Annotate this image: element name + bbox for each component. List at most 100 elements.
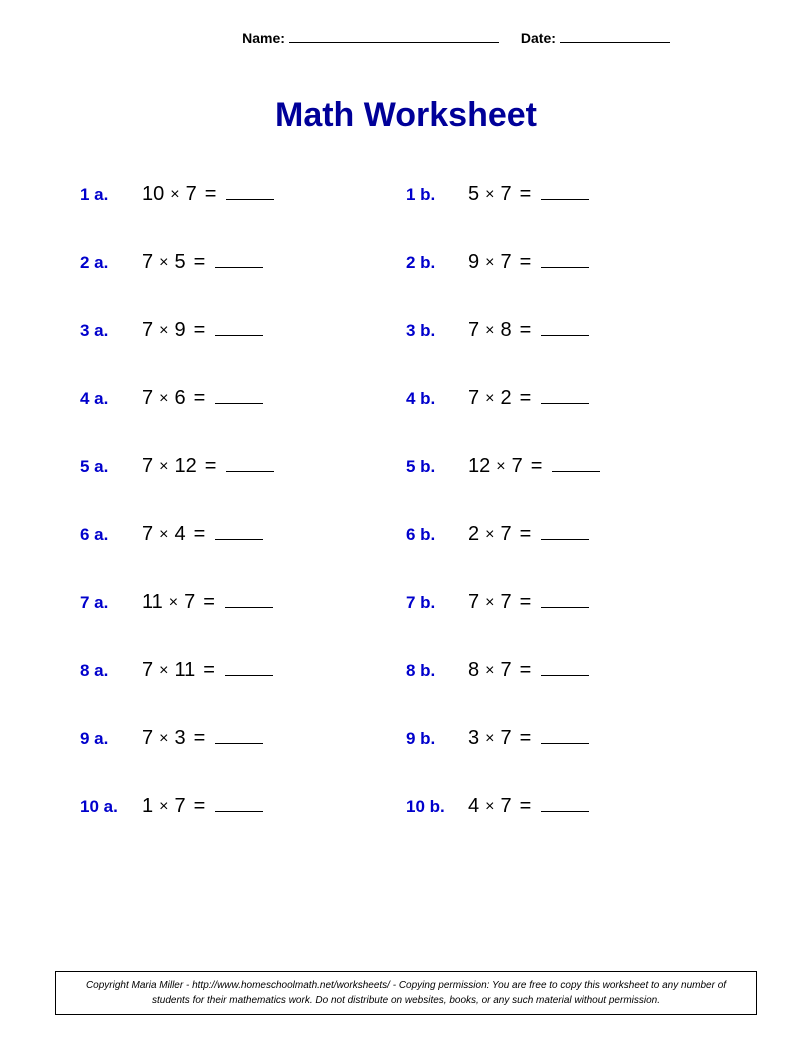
answer-blank[interactable] xyxy=(552,471,600,472)
operand-right: 11 xyxy=(174,659,195,682)
problem-row-a: 4 a.7×6= xyxy=(80,387,406,455)
equals-sign: = xyxy=(194,727,206,750)
operand-left: 11 xyxy=(142,591,163,614)
equals-sign: = xyxy=(194,319,206,342)
equals-sign: = xyxy=(194,387,206,410)
answer-blank[interactable] xyxy=(541,335,589,336)
answer-blank[interactable] xyxy=(215,403,263,404)
problem-row-a: 1 a.10×7= xyxy=(80,183,406,251)
times-operator: × xyxy=(485,254,494,272)
problem-expression: 7×7= xyxy=(468,591,589,614)
problem-row-a: 10 a.1×7= xyxy=(80,795,406,863)
name-label: Name: xyxy=(242,30,285,46)
problem-expression: 10×7= xyxy=(142,183,274,206)
problem-expression: 2×7= xyxy=(468,523,589,546)
problem-label: 3 a. xyxy=(80,321,142,341)
answer-blank[interactable] xyxy=(225,675,273,676)
operand-right: 7 xyxy=(184,591,195,614)
times-operator: × xyxy=(159,390,168,408)
equals-sign: = xyxy=(531,455,543,478)
answer-blank[interactable] xyxy=(541,743,589,744)
operand-right: 7 xyxy=(500,727,511,750)
problems-grid: 1 a.10×7=1 b.5×7=2 a.7×5=2 b.9×7=3 a.7×9… xyxy=(50,183,762,863)
times-operator: × xyxy=(159,798,168,816)
problem-row-b: 3 b.7×8= xyxy=(406,319,732,387)
answer-blank[interactable] xyxy=(541,675,589,676)
problem-row-b: 2 b.9×7= xyxy=(406,251,732,319)
problem-label: 2 b. xyxy=(406,253,468,273)
equals-sign: = xyxy=(194,523,206,546)
answer-blank[interactable] xyxy=(541,199,589,200)
operand-right: 7 xyxy=(186,183,197,206)
operand-right: 7 xyxy=(500,659,511,682)
problem-label: 3 b. xyxy=(406,321,468,341)
problem-expression: 7×2= xyxy=(468,387,589,410)
operand-right: 7 xyxy=(500,523,511,546)
problem-expression: 8×7= xyxy=(468,659,589,682)
operand-left: 7 xyxy=(142,251,153,274)
name-field: Name: xyxy=(242,30,499,46)
problem-label: 10 a. xyxy=(80,797,142,817)
answer-blank[interactable] xyxy=(215,743,263,744)
equals-sign: = xyxy=(194,251,206,274)
answer-blank[interactable] xyxy=(541,267,589,268)
problem-expression: 11 × 7 = xyxy=(142,591,273,614)
operand-left: 7 xyxy=(468,319,479,342)
operand-right: 7 xyxy=(512,455,523,478)
times-operator: × xyxy=(485,390,494,408)
problem-label: 6 b. xyxy=(406,525,468,545)
answer-blank[interactable] xyxy=(541,403,589,404)
times-operator: × xyxy=(159,254,168,272)
answer-blank[interactable] xyxy=(215,267,263,268)
equals-sign: = xyxy=(520,659,532,682)
times-operator: × xyxy=(169,594,178,612)
operand-right: 7 xyxy=(500,251,511,274)
times-operator: × xyxy=(485,186,494,204)
date-label: Date: xyxy=(521,30,556,46)
operand-left: 12 xyxy=(468,455,490,478)
times-operator: × xyxy=(485,526,494,544)
answer-blank[interactable] xyxy=(215,335,263,336)
problem-row-b: 4 b.7×2= xyxy=(406,387,732,455)
problem-expression: 7×8= xyxy=(468,319,589,342)
operand-left: 5 xyxy=(468,183,479,206)
answer-blank[interactable] xyxy=(215,539,263,540)
times-operator: × xyxy=(170,186,179,204)
times-operator: × xyxy=(485,730,494,748)
times-operator: × xyxy=(159,322,168,340)
worksheet-title: Math Worksheet xyxy=(50,96,762,135)
problem-expression: 7×3= xyxy=(142,727,263,750)
problem-label: 4 b. xyxy=(406,389,468,409)
problem-row-a: 6 a.7×4= xyxy=(80,523,406,591)
problem-label: 8 b. xyxy=(406,661,468,681)
problem-label: 9 b. xyxy=(406,729,468,749)
times-operator: × xyxy=(485,798,494,816)
answer-blank[interactable] xyxy=(226,199,274,200)
equals-sign: = xyxy=(520,795,532,818)
equals-sign: = xyxy=(203,591,215,614)
equals-sign: = xyxy=(520,591,532,614)
problem-label: 5 a. xyxy=(80,457,142,477)
operand-left: 2 xyxy=(468,523,479,546)
problem-row-b: 7 b.7×7= xyxy=(406,591,732,659)
answer-blank[interactable] xyxy=(541,607,589,608)
operand-right: 2 xyxy=(500,387,511,410)
name-input-line[interactable] xyxy=(289,42,499,43)
problem-label: 5 b. xyxy=(406,457,468,477)
problem-row-b: 8 b.8×7= xyxy=(406,659,732,727)
answer-blank[interactable] xyxy=(225,607,273,608)
operand-left: 10 xyxy=(142,183,164,206)
problem-expression: 9×7= xyxy=(468,251,589,274)
date-input-line[interactable] xyxy=(560,42,670,43)
problem-row-a: 2 a.7×5= xyxy=(80,251,406,319)
answer-blank[interactable] xyxy=(215,811,263,812)
problem-label: 8 a. xyxy=(80,661,142,681)
answer-blank[interactable] xyxy=(541,811,589,812)
equals-sign: = xyxy=(520,319,532,342)
answer-blank[interactable] xyxy=(541,539,589,540)
problem-label: 6 a. xyxy=(80,525,142,545)
problem-label: 7 a. xyxy=(80,593,142,613)
problem-expression: 7×4= xyxy=(142,523,263,546)
answer-blank[interactable] xyxy=(226,471,274,472)
problem-row-a: 8 a.7×11= xyxy=(80,659,406,727)
